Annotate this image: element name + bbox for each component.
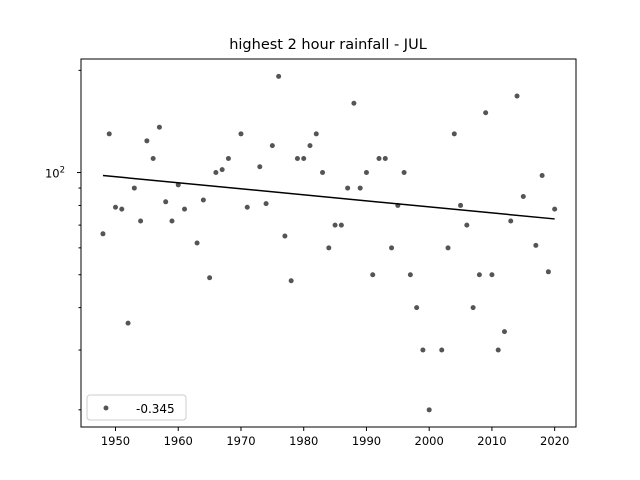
data-point xyxy=(458,202,464,208)
axes-frame xyxy=(80,58,577,428)
data-point xyxy=(106,131,112,137)
plot-area xyxy=(100,73,558,413)
data-point xyxy=(282,233,288,239)
data-point xyxy=(257,164,263,170)
data-point xyxy=(370,272,376,278)
data-point xyxy=(401,170,407,176)
data-point xyxy=(276,73,282,79)
data-point xyxy=(533,242,539,248)
data-point xyxy=(338,222,344,228)
data-point xyxy=(263,201,269,207)
trend-line xyxy=(102,174,555,220)
data-point xyxy=(545,269,551,275)
data-point xyxy=(382,155,388,161)
x-tick-label: 1980 xyxy=(289,434,318,448)
data-point xyxy=(439,347,445,353)
data-point xyxy=(351,100,357,106)
data-point xyxy=(182,206,188,212)
legend: -0.345 xyxy=(86,394,187,421)
data-point xyxy=(501,329,507,335)
data-point xyxy=(320,170,326,176)
data-point xyxy=(363,170,369,176)
data-point xyxy=(100,231,106,237)
x-tick-label: 1960 xyxy=(164,434,193,448)
data-point xyxy=(200,197,206,203)
data-point xyxy=(326,245,332,251)
data-point xyxy=(301,155,307,161)
data-point xyxy=(269,143,275,149)
data-point xyxy=(464,222,470,228)
data-point xyxy=(476,272,482,278)
data-point xyxy=(169,218,175,224)
data-point xyxy=(407,272,413,278)
x-tick-label: 2000 xyxy=(415,434,444,448)
x-tick-label: 1990 xyxy=(352,434,381,448)
data-point xyxy=(508,218,514,224)
data-point xyxy=(520,193,526,199)
chart-title: highest 2 hour rainfall - JUL xyxy=(229,37,427,53)
data-point xyxy=(150,155,156,161)
data-point xyxy=(225,155,231,161)
data-point xyxy=(514,93,520,99)
data-point xyxy=(213,170,219,176)
x-tick-label: 1950 xyxy=(101,434,130,448)
data-point xyxy=(138,218,144,224)
data-point xyxy=(219,167,225,173)
x-tick-label: 2010 xyxy=(477,434,506,448)
data-point xyxy=(244,204,250,210)
data-point xyxy=(345,185,351,191)
x-tick-label: 1970 xyxy=(226,434,255,448)
data-point xyxy=(389,245,395,251)
data-point xyxy=(451,131,457,137)
data-point xyxy=(207,275,213,281)
data-point xyxy=(156,124,162,130)
data-point xyxy=(119,206,125,212)
data-point xyxy=(144,138,150,144)
data-point xyxy=(194,240,200,246)
data-point xyxy=(131,185,137,191)
y-tick-label-exponent: 2 xyxy=(60,166,65,176)
data-point xyxy=(288,278,294,284)
data-point xyxy=(420,347,426,353)
x-tick-label: 2020 xyxy=(540,434,569,448)
legend-marker xyxy=(103,405,109,411)
data-point xyxy=(332,222,338,228)
data-point xyxy=(125,320,131,326)
data-point xyxy=(357,185,363,191)
data-point xyxy=(376,155,382,161)
data-point xyxy=(163,199,169,205)
y-tick-label-base: 10 xyxy=(45,167,60,181)
data-point xyxy=(307,143,313,149)
data-point xyxy=(313,131,319,137)
data-point xyxy=(445,245,451,251)
y-axis: 102 xyxy=(45,69,81,411)
data-point xyxy=(238,131,244,137)
data-point xyxy=(426,407,432,413)
x-axis: 1950 1960 1970 1980 1990 2000 2010 2020 xyxy=(101,427,569,448)
data-point xyxy=(414,305,420,311)
data-point xyxy=(483,110,489,116)
data-point xyxy=(539,173,545,179)
data-point xyxy=(470,305,476,311)
data-point xyxy=(489,272,495,278)
data-point xyxy=(113,204,119,210)
data-point xyxy=(294,155,300,161)
y-tick-label: 102 xyxy=(45,166,65,181)
data-point xyxy=(552,206,558,212)
data-point xyxy=(495,347,501,353)
legend-label: -0.345 xyxy=(136,402,175,416)
